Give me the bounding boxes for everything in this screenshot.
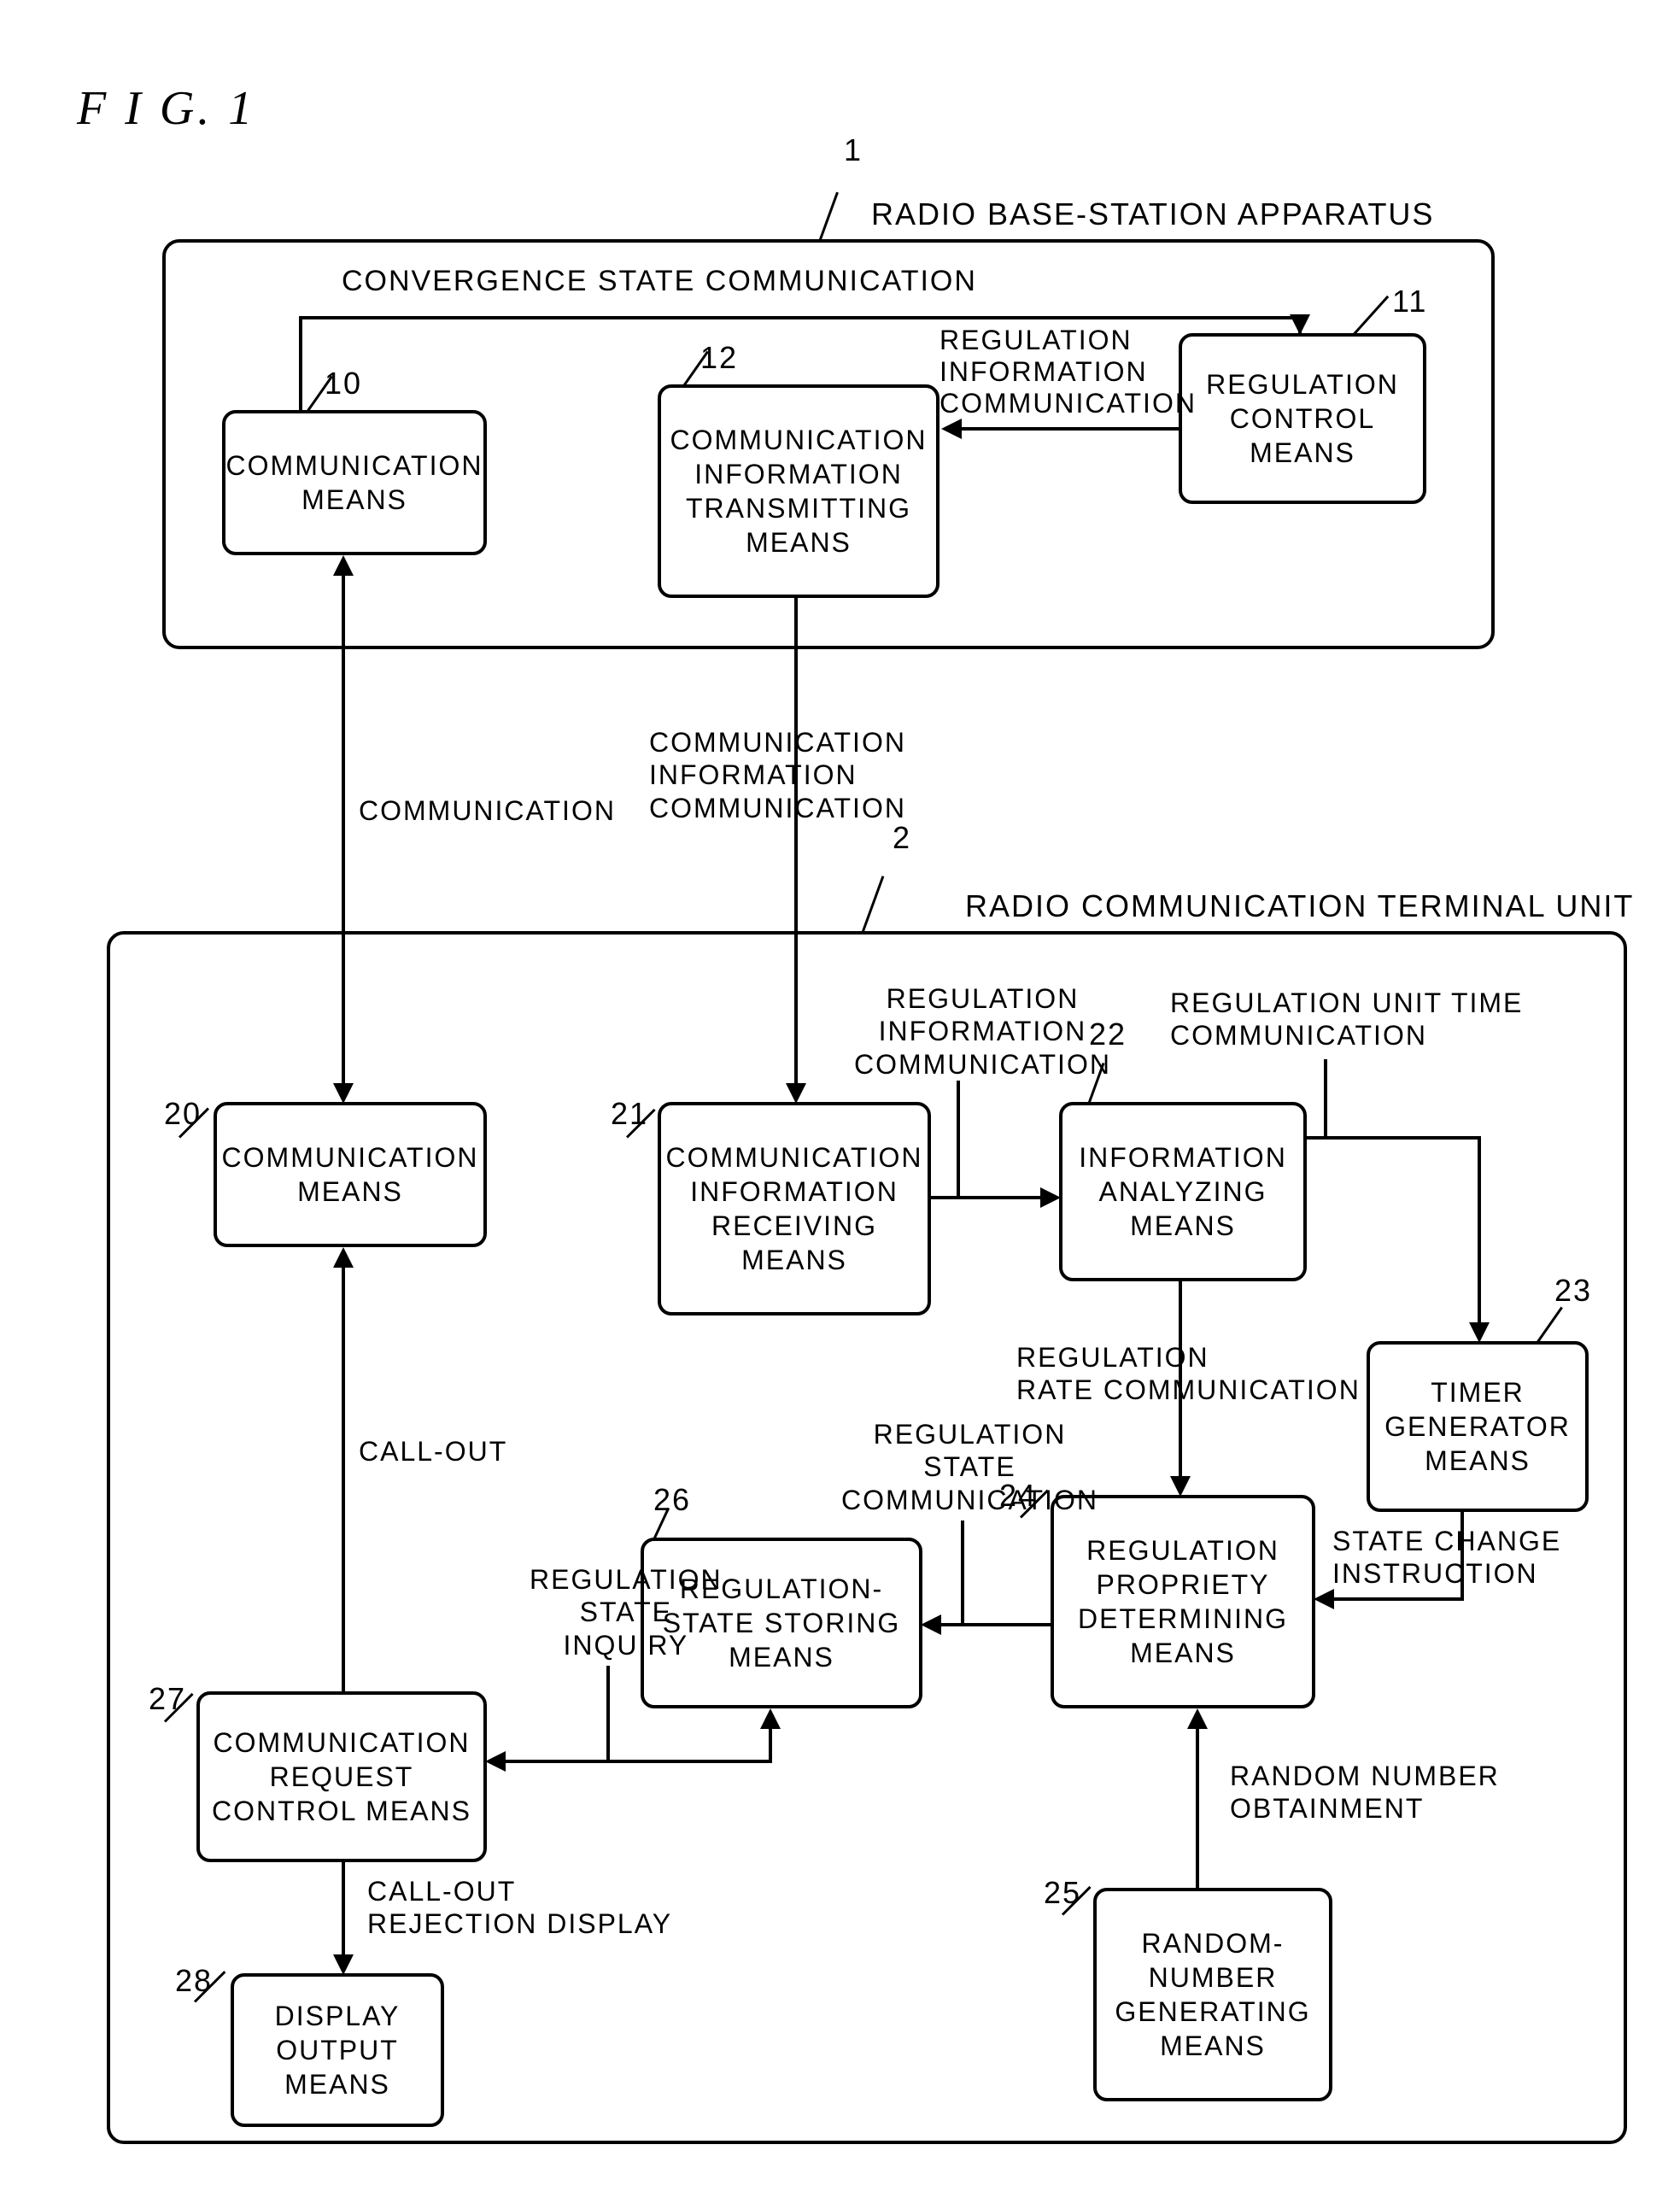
node-info-analyzing-22: INFORMATION ANALYZING MEANS bbox=[1059, 1102, 1307, 1281]
e-23-24-head bbox=[1314, 1589, 1334, 1609]
label-callout: CALL-OUT bbox=[359, 1435, 507, 1468]
e-27-28-v bbox=[342, 1862, 345, 1956]
label-reg-info-comm-top: REGULATION INFORMATION COMMUNICATION bbox=[940, 325, 1197, 419]
node-comm-info-transmitting-12: COMMUNICATION INFORMATION TRANSMITTING M… bbox=[658, 384, 940, 598]
ref-27: 27 bbox=[149, 1681, 186, 1717]
e-21-22 bbox=[931, 1196, 1042, 1199]
ref-10: 10 bbox=[325, 366, 362, 401]
e-24-26-stub bbox=[961, 1521, 964, 1625]
e-10-20-head-d bbox=[333, 1083, 354, 1104]
leader-1 bbox=[819, 192, 839, 241]
label-communication: COMMUNICATION bbox=[359, 794, 616, 827]
ref-21: 21 bbox=[611, 1096, 648, 1132]
label-reg-state-inq: REGULATION STATE INQUIRY bbox=[530, 1563, 723, 1661]
e-12-21-head bbox=[786, 1083, 806, 1104]
e-27-26-stub bbox=[606, 1666, 610, 1761]
node-timer-generator-23: TIMER GENERATOR MEANS bbox=[1367, 1341, 1589, 1512]
e-11-12-head bbox=[941, 419, 962, 439]
ref-1: 1 bbox=[844, 132, 863, 168]
label-rand-obtain: RANDOM NUMBER OBTAINMENT bbox=[1230, 1760, 1500, 1825]
node-comm-request-control-27: COMMUNICATION REQUEST CONTROL MEANS bbox=[196, 1691, 487, 1862]
leader-2 bbox=[862, 876, 885, 933]
e-22-23-h bbox=[1307, 1136, 1478, 1140]
label-23: TIMER GENERATOR MEANS bbox=[1384, 1375, 1571, 1478]
node-random-number-generating-25: RANDOM- NUMBER GENERATING MEANS bbox=[1093, 1888, 1332, 2101]
label-10: COMMUNICATION MEANS bbox=[226, 448, 483, 517]
label-27: COMMUNICATION REQUEST CONTROL MEANS bbox=[212, 1726, 471, 1828]
e-21-22-stub bbox=[957, 1081, 960, 1198]
conv-arrow bbox=[1290, 314, 1310, 335]
ref-11: 11 bbox=[1392, 284, 1427, 319]
node-comm-info-receiving-21: COMMUNICATION INFORMATION RECEIVING MEAN… bbox=[658, 1102, 931, 1315]
e-24-26-h bbox=[940, 1623, 1051, 1626]
e-27-20-head bbox=[333, 1247, 354, 1268]
conv-line-v bbox=[299, 316, 302, 410]
label-25: RANDOM- NUMBER GENERATING MEANS bbox=[1115, 1926, 1310, 2063]
ref-2: 2 bbox=[893, 820, 911, 856]
ref-20: 20 bbox=[164, 1096, 202, 1132]
label-comm-info-comm: COMMUNICATION INFORMATION COMMUNICATION bbox=[649, 726, 906, 824]
node-display-output-28: DISPLAY OUTPUT MEANS bbox=[231, 1973, 444, 2127]
label-22: INFORMATION ANALYZING MEANS bbox=[1079, 1140, 1287, 1243]
e-23-24-h bbox=[1332, 1597, 1464, 1601]
label-callout-rej: CALL-OUT REJECTION DISPLAY bbox=[367, 1875, 672, 1941]
e-25-24-head bbox=[1187, 1708, 1208, 1729]
node-regulation-control-11: REGULATION CONTROL MEANS bbox=[1179, 333, 1426, 504]
e-27-26-h bbox=[504, 1760, 769, 1763]
node-communication-means-20: COMMUNICATION MEANS bbox=[214, 1102, 487, 1247]
conv-line-h bbox=[299, 316, 1298, 319]
e-22-23-stub bbox=[1324, 1059, 1327, 1136]
e-10-20-v bbox=[342, 574, 345, 1087]
e-22-23-head bbox=[1469, 1322, 1490, 1343]
e-27-26-head-u bbox=[760, 1708, 781, 1729]
label-21: COMMUNICATION INFORMATION RECEIVING MEAN… bbox=[666, 1140, 923, 1277]
label-28: DISPLAY OUTPUT MEANS bbox=[275, 1999, 401, 2101]
e-12-21-v bbox=[794, 598, 798, 1085]
ref-25: 25 bbox=[1044, 1875, 1081, 1911]
ref-26: 26 bbox=[653, 1482, 691, 1518]
e-11-12 bbox=[960, 427, 1179, 431]
e-27-26-head-l bbox=[485, 1751, 506, 1772]
figure-label: F I G. 1 bbox=[77, 81, 255, 136]
e-22-24-head bbox=[1170, 1476, 1191, 1497]
e-27-20-v bbox=[342, 1266, 345, 1691]
e-27-26-v bbox=[769, 1727, 772, 1763]
label-11: REGULATION CONTROL MEANS bbox=[1206, 367, 1399, 470]
label-reg-state-comm: REGULATION STATE COMMUNICATION bbox=[841, 1418, 1098, 1516]
ref-23: 23 bbox=[1554, 1273, 1592, 1309]
convergence-label: CONVERGENCE STATE COMMUNICATION bbox=[342, 265, 977, 298]
e-24-26-head bbox=[921, 1614, 941, 1635]
e-22-23-v bbox=[1478, 1136, 1481, 1324]
label-reg-info-comm-2: REGULATION INFORMATION COMMUNICATION bbox=[854, 982, 1111, 1081]
ref-12: 12 bbox=[700, 340, 738, 376]
ref-28: 28 bbox=[175, 1963, 213, 1999]
label-12: COMMUNICATION INFORMATION TRANSMITTING M… bbox=[670, 423, 928, 560]
e-27-28-head bbox=[333, 1954, 354, 1975]
label-reg-rate: REGULATION RATE COMMUNICATION bbox=[1016, 1341, 1361, 1407]
label-20: COMMUNICATION MEANS bbox=[222, 1140, 479, 1209]
node-reg-propriety-determining-24: REGULATION PROPRIETY DETERMINING MEANS bbox=[1051, 1495, 1315, 1708]
label-24: REGULATION PROPRIETY DETERMINING MEANS bbox=[1078, 1533, 1288, 1670]
base-station-title: RADIO BASE-STATION APPARATUS bbox=[871, 196, 1434, 232]
label-reg-unit-time: REGULATION UNIT TIME COMMUNICATION bbox=[1170, 987, 1523, 1052]
e-10-20-head-u bbox=[333, 555, 354, 576]
node-communication-means-10: COMMUNICATION MEANS bbox=[222, 410, 487, 555]
terminal-title: RADIO COMMUNICATION TERMINAL UNIT bbox=[965, 888, 1634, 924]
e-25-24-v bbox=[1196, 1727, 1199, 1888]
label-state-change: STATE CHANGE INSTRUCTION bbox=[1332, 1525, 1561, 1591]
e-21-22-head bbox=[1040, 1187, 1061, 1208]
